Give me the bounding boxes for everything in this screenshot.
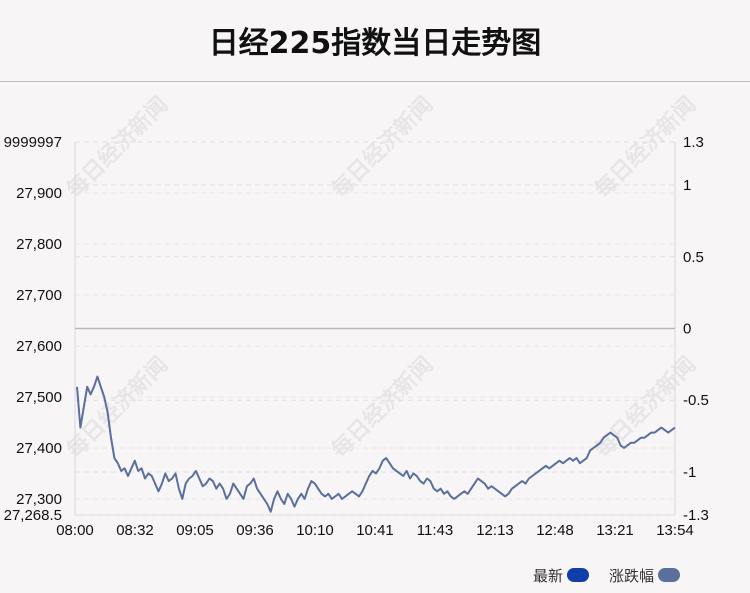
x-tick-label: 12:13 bbox=[476, 522, 514, 539]
chart-title: 日经225指数当日走势图 bbox=[208, 26, 542, 61]
x-tick-label: 13:54 bbox=[656, 522, 694, 539]
y-tick-label: 27,900 bbox=[16, 185, 62, 202]
y-tick-label: 27,500 bbox=[16, 389, 62, 406]
legend-label-latest: 最新 bbox=[533, 566, 564, 585]
y-tick-label: 27,400 bbox=[16, 440, 62, 457]
y-tick-label: 27,700 bbox=[16, 287, 62, 304]
y2-tick-label: 1.3 bbox=[683, 134, 704, 151]
x-tick-label: 09:36 bbox=[236, 522, 274, 539]
legend-swatch-latest bbox=[567, 568, 590, 582]
title-divider bbox=[0, 81, 750, 82]
x-tick-label: 08:00 bbox=[56, 522, 94, 539]
series-line-latest bbox=[76, 375, 676, 513]
y2-tick-label: 1 bbox=[683, 177, 691, 194]
y2-tick-label: 0 bbox=[683, 321, 691, 338]
legend: 最新 bbox=[533, 564, 590, 586]
y-tick-label: 9999997 bbox=[4, 134, 62, 151]
x-tick-label: 09:05 bbox=[176, 522, 214, 539]
x-tick-label: 12:48 bbox=[536, 522, 574, 539]
x-tick-label: 10:41 bbox=[356, 522, 394, 539]
y2-tick-label: -1 bbox=[683, 464, 696, 481]
y-tick-label: 27,300 bbox=[16, 491, 62, 508]
y-tick-label: 27,600 bbox=[16, 338, 62, 355]
x-tick-label: 08:32 bbox=[116, 522, 154, 539]
legend-label-change: 涨跌幅 bbox=[609, 566, 655, 585]
x-tick-label: 11:43 bbox=[417, 522, 453, 539]
x-tick-label: 13:21 bbox=[596, 522, 634, 539]
y2-tick-label: -1.3 bbox=[683, 507, 709, 524]
y2-tick-label: 0.5 bbox=[683, 249, 704, 266]
legend: 涨跌幅 bbox=[609, 564, 681, 586]
legend-swatch-change bbox=[658, 568, 681, 582]
x-tick-label: 10:10 bbox=[296, 522, 334, 539]
y-tick-label: 27,800 bbox=[16, 236, 62, 253]
y-tick-label: 27,268.5 bbox=[4, 507, 62, 524]
y2-tick-label: -0.5 bbox=[683, 392, 709, 409]
